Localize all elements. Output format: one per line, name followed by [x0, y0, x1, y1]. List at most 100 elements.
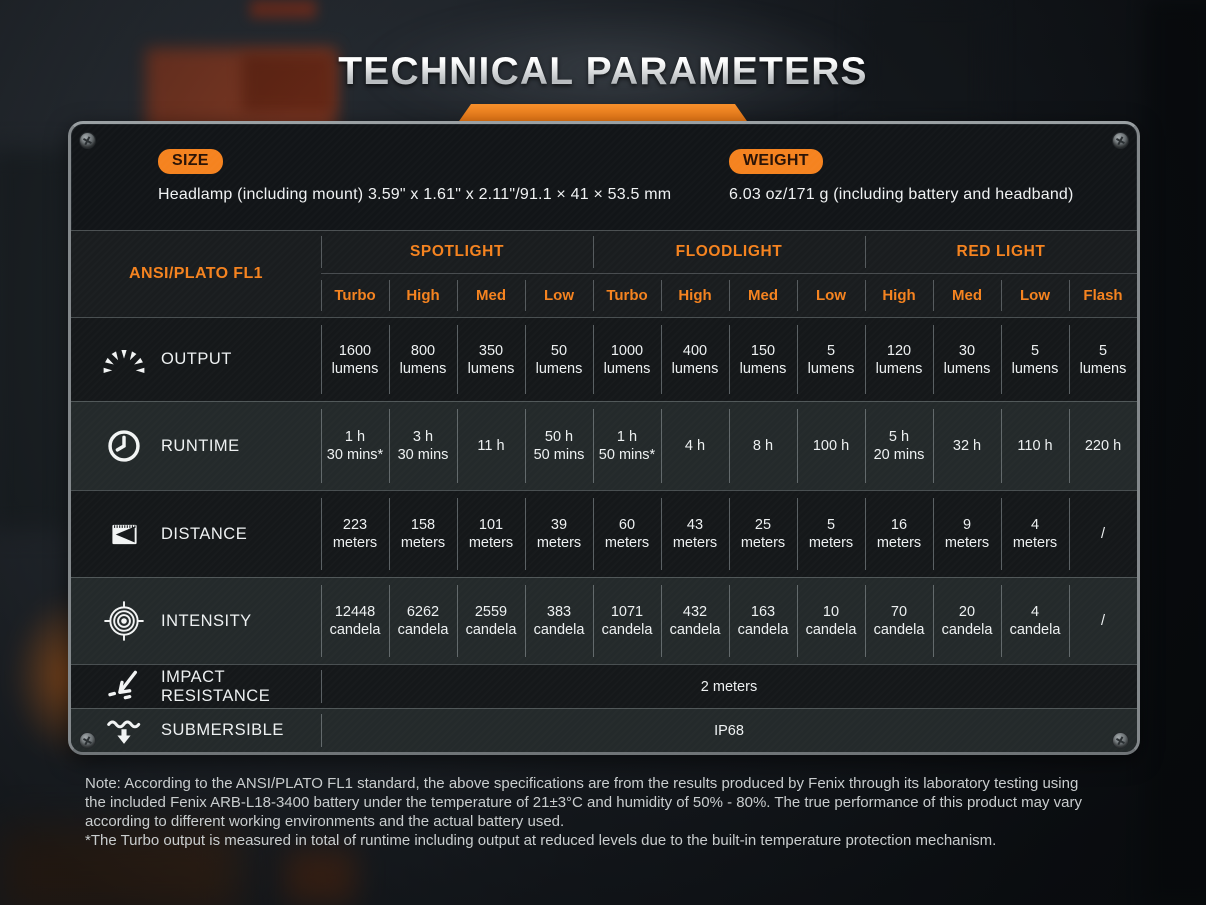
row-label-text: IMPACT RESISTANCE: [161, 667, 271, 705]
table-header-row: ANSI/PLATO FL1 SPOTLIGHT FLOODLIGHT RED LIG…: [71, 230, 1137, 317]
weight-value: 6.03 oz/171 g (including battery and hea…: [729, 186, 1074, 203]
row-label-text: RUNTIME: [161, 436, 240, 455]
corner-screw-icon: [80, 133, 95, 148]
size-weight-section: SIZE Headlamp (including mount) 3.59" x …: [71, 124, 1137, 230]
table-cell: 11 h: [457, 402, 525, 490]
table-cell: 10 candela: [797, 578, 865, 664]
table-cell: 800 lumens: [389, 318, 457, 401]
table-cell: IP68: [321, 709, 1137, 752]
footnotes: Note: According to the ANSI/PLATO FL1 st…: [85, 774, 1082, 850]
table-row-distance: DISTANCE 223 meters 158 meters 101 meters 39 met…: [71, 490, 1137, 577]
table-cell: 60 meters: [593, 491, 661, 577]
corner-screw-icon: [1113, 133, 1128, 148]
table-cell: 5 meters: [797, 491, 865, 577]
row-label-text: INTENSITY: [161, 611, 252, 630]
table-cell: 25 meters: [729, 491, 797, 577]
table-cell: /: [1069, 491, 1137, 577]
table-cell: 5 lumens: [1069, 318, 1137, 401]
table-cell: 2 meters: [321, 665, 1137, 708]
group-header-spotlight: SPOTLIGHT: [321, 231, 593, 273]
table-cell: 50 lumens: [525, 318, 593, 401]
submersible-icon: [97, 713, 151, 749]
table-row-intensity: INTENSITY 12448 candela 6262 candela 2559 cand…: [71, 577, 1137, 664]
size-spec: SIZE Headlamp (including mount) 3.59" x …: [158, 149, 671, 204]
group-header-floodlight: FLOODLIGHT: [593, 231, 865, 273]
size-value: Headlamp (including mount) 3.59" x 1.61"…: [158, 186, 672, 203]
row-label: INTENSITY: [71, 578, 321, 664]
mode-header-turbo: Turbo: [593, 274, 661, 317]
row-label: IMPACT RESISTANCE: [71, 665, 321, 708]
mode-header-med: Med: [933, 274, 1001, 317]
row-label-text: OUTPUT: [161, 350, 232, 368]
intensity-icon: [97, 600, 151, 642]
table-cell: 4 h: [661, 402, 729, 490]
table-cell: 350 lumens: [457, 318, 525, 401]
row-label: OUTPUT: [71, 318, 321, 401]
table-cell: 101 meters: [457, 491, 525, 577]
note-line: *The Turbo output is measured in total o…: [85, 832, 997, 849]
table-cell: 3 h 30 mins: [389, 402, 457, 490]
mode-header-flash: Flash: [1069, 274, 1137, 317]
table-cell: 163 candela: [729, 578, 797, 664]
output-icon: [97, 341, 151, 379]
table-cell: 50 h 50 mins: [525, 402, 593, 490]
table-cell: 20 candela: [933, 578, 1001, 664]
mode-header-low: Low: [1001, 274, 1069, 317]
table-row-output: OUTPUT 1600 lumens 800 lumens 350 lumens 50 lume…: [71, 317, 1137, 401]
table-cell: 39 meters: [525, 491, 593, 577]
note-line: Note: According to the ANSI/PLATO FL1 st…: [85, 775, 1079, 792]
table-row-runtime: RUNTIME 1 h 30 mins* 3 h 30 mins 11 h 50 h 50 m…: [71, 401, 1137, 490]
note-line: the included Fenix ARB-L18-3400 battery …: [85, 794, 1082, 811]
table-row-impact-resistance: IMPACT RESISTANCE 2 meters: [71, 664, 1137, 708]
table-cell: 120 lumens: [865, 318, 933, 401]
table-cell: 1 h 30 mins*: [321, 402, 389, 490]
distance-icon: [97, 518, 151, 551]
mode-header-high: High: [661, 274, 729, 317]
table-row-submersible: SUBMERSIBLE IP68: [71, 708, 1137, 752]
parameters-table: ANSI/PLATO FL1 SPOTLIGHT FLOODLIGHT RED LIG…: [71, 230, 1137, 752]
table-cell: 9 meters: [933, 491, 1001, 577]
impact-icon: [97, 667, 151, 707]
mode-header-high: High: [865, 274, 933, 317]
table-cell: 110 h: [1001, 402, 1069, 490]
table-cell: 400 lumens: [661, 318, 729, 401]
title-tab-accent: [457, 104, 749, 124]
group-header-red-light: RED LIGHT: [865, 231, 1137, 273]
table-corner-label: ANSI/PLATO FL1: [129, 265, 263, 282]
table-cell: 8 h: [729, 402, 797, 490]
table-cell: 5 lumens: [797, 318, 865, 401]
table-cell: 32 h: [933, 402, 1001, 490]
table-cell: 150 lumens: [729, 318, 797, 401]
row-label: DISTANCE: [71, 491, 321, 577]
mode-header-turbo: Turbo: [321, 274, 389, 317]
spec-panel: SIZE Headlamp (including mount) 3.59" x …: [68, 121, 1140, 755]
row-label-text: SUBMERSIBLE: [161, 721, 284, 739]
row-label: SUBMERSIBLE: [71, 709, 321, 752]
mode-header-med: Med: [729, 274, 797, 317]
table-cell: 2559 candela: [457, 578, 525, 664]
table-cell: 5 lumens: [1001, 318, 1069, 401]
table-cell: 220 h: [1069, 402, 1137, 490]
table-cell: 4 meters: [1001, 491, 1069, 577]
table-cell: 223 meters: [321, 491, 389, 577]
table-cell: 1600 lumens: [321, 318, 389, 401]
row-label-text: DISTANCE: [161, 524, 248, 543]
runtime-icon: [97, 428, 151, 464]
table-cell: 383 candela: [525, 578, 593, 664]
table-cell: 5 h 20 mins: [865, 402, 933, 490]
table-cell: /: [1069, 578, 1137, 664]
note-line: according to different working environme…: [85, 813, 565, 830]
row-label: RUNTIME: [71, 402, 321, 490]
table-cell: 432 candela: [661, 578, 729, 664]
table-cell: 30 lumens: [933, 318, 1001, 401]
table-cell: 100 h: [797, 402, 865, 490]
table-cell: 158 meters: [389, 491, 457, 577]
weight-spec: WEIGHT 6.03 oz/171 g (including battery …: [729, 149, 1074, 204]
table-cell: 1071 candela: [593, 578, 661, 664]
size-badge: SIZE: [158, 149, 223, 174]
table-cell: 4 candela: [1001, 578, 1069, 664]
table-cell: 43 meters: [661, 491, 729, 577]
table-cell: 1 h 50 mins*: [593, 402, 661, 490]
table-cell: 70 candela: [865, 578, 933, 664]
